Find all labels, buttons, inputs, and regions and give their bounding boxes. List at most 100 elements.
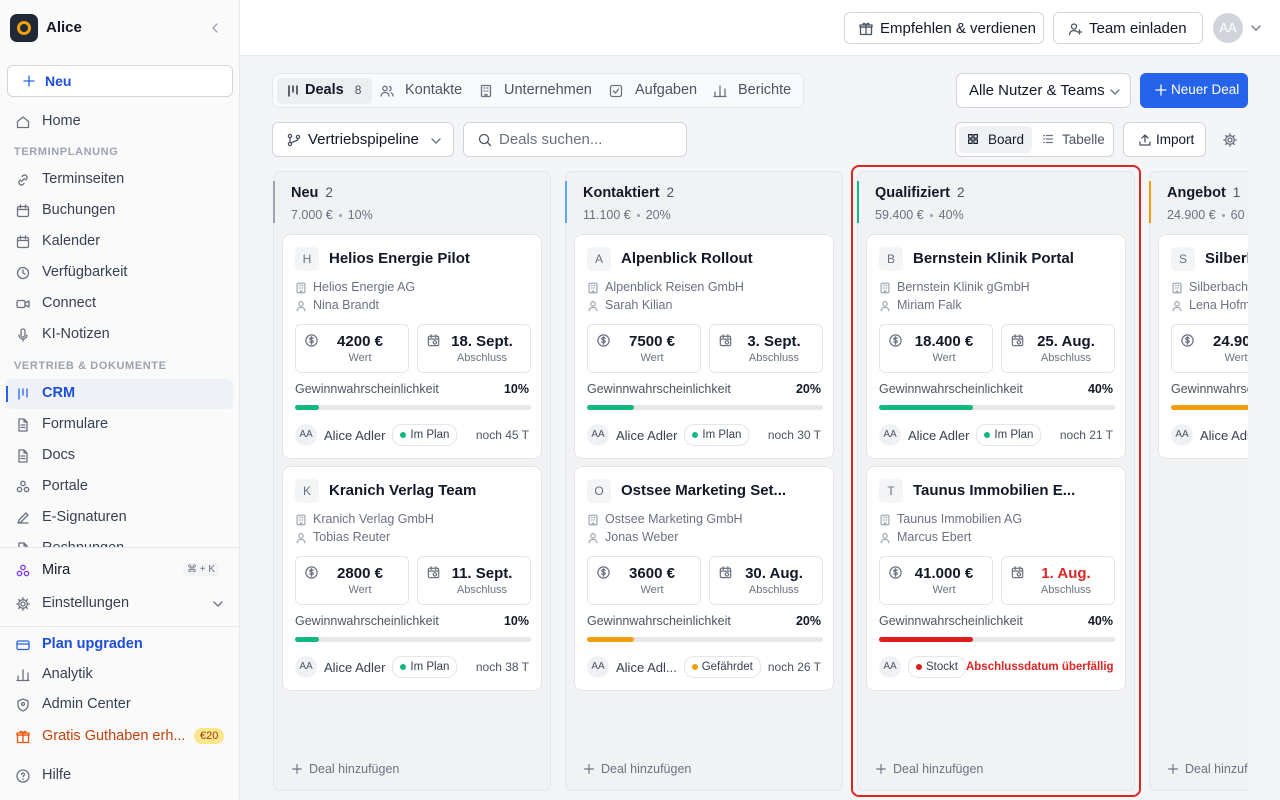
deal-card[interactable]: H Helios Energie Pilot Helios Energie AG Ni… — [282, 234, 542, 459]
top-invite-button[interactable]: Team einladen — [1053, 12, 1203, 44]
tab[interactable]: Unternehmen — [504, 82, 592, 98]
deal-stat-value: 24.900 — [1213, 333, 1248, 350]
icon — [426, 565, 441, 580]
owner-name: Alice Adl — [1200, 427, 1248, 443]
owner-name: Alice Adl... — [616, 659, 677, 675]
footer-left: AA Alice Adler Im Plan — [295, 656, 458, 678]
deal-stat-label: Abschluss — [748, 352, 800, 364]
nav-item[interactable]: Analytik — [6, 660, 233, 690]
deal-stat-value: 7500 € — [629, 333, 675, 350]
search-input[interactable]: Deals suchen... — [463, 122, 687, 157]
column-title: Qualifiziert 2 — [875, 185, 964, 201]
nav-item[interactable]: Formulare — [6, 410, 233, 440]
deal-stat: 30. Aug. Abschluss — [709, 556, 823, 605]
add-deal[interactable]: Deal hinzufügen — [580, 758, 830, 780]
deal-company: Kranich Verlag GmbH — [313, 512, 434, 526]
deal-title: Silberb — [1205, 250, 1248, 267]
nav-item[interactable]: Plan upgraden — [6, 630, 233, 660]
nav-item-label: Einstellungen — [42, 595, 130, 611]
owner-avatar: AA — [1171, 424, 1193, 446]
icon — [15, 541, 31, 547]
deal-stat: 18. Sept. Abschluss — [417, 324, 531, 373]
deal-card[interactable]: A Alpenblick Rollout Alpenblick Reisen Gmb… — [574, 234, 834, 459]
separator-dot — [929, 214, 933, 218]
icon — [15, 697, 31, 713]
deal-stat: 3600 € Wert — [587, 556, 701, 605]
nav-item[interactable]: Buchungen — [6, 196, 233, 226]
deal-card[interactable]: K Kranich Verlag Team Kranich Verlag GmbH T… — [282, 466, 542, 691]
deal-stat: 25. Aug. Abschluss — [1001, 324, 1115, 373]
deal-stat-label: Abschluss — [1040, 584, 1092, 596]
nav-item[interactable]: Portale — [6, 472, 233, 502]
top-refer-button[interactable]: Empfehlen & verdienen — [844, 12, 1044, 44]
owner-select[interactable]: Alle Nutzer & Teams — [956, 73, 1131, 108]
nav-item[interactable]: Docs — [6, 441, 233, 471]
nav-item[interactable]: Connect — [6, 289, 233, 319]
icon — [586, 281, 600, 295]
tab[interactable]: Kontakte — [405, 82, 462, 98]
icon — [582, 762, 596, 776]
tab[interactable]: Aufgaben — [635, 82, 697, 98]
nav-item[interactable]: Verfügbarkeit — [6, 258, 233, 288]
add-deal[interactable]: Deal hinzufügen — [1164, 758, 1248, 780]
tab[interactable]: Deals 8 — [305, 82, 361, 98]
pipeline-select[interactable]: Vertriebspipeline — [272, 122, 454, 157]
deal-footer: AA Alice Adler Im Plan noch 21 T — [879, 423, 1113, 447]
deal-card[interactable]: O Ostsee Marketing Set... Ostsee Marketing… — [574, 466, 834, 691]
nav-item[interactable]: KI-Notizen — [6, 320, 233, 350]
add-deal-label: Deal hinzufügen — [1185, 762, 1248, 776]
tab[interactable]: Berichte — [738, 82, 791, 98]
column-accent — [273, 181, 275, 223]
new-deal-button[interactable]: Neuer Deal — [1140, 73, 1248, 108]
icon — [1067, 21, 1083, 37]
nav-item[interactable]: Gratis Guthaben erh... €20 — [6, 722, 233, 752]
deal-card[interactable]: S Silberb Silberbach Lena Hofm 24.900 Wert Gew… — [1158, 234, 1248, 459]
owner-avatar: AA — [295, 424, 317, 446]
separator-dot — [636, 214, 640, 218]
deal-stat: 1. Aug. Abschluss — [1001, 556, 1115, 605]
nav-item[interactable]: E-Signaturen — [6, 503, 233, 533]
owner-name: Alice Adler — [324, 427, 386, 443]
icon — [586, 299, 600, 313]
deal-company: Ostsee Marketing GmbH — [605, 512, 743, 526]
import-button[interactable]: Import — [1123, 122, 1206, 157]
owner-avatar: AA — [295, 656, 317, 678]
view-option[interactable]: Board — [988, 132, 1025, 147]
column-summary: 7.000 € 10% — [291, 208, 373, 222]
probability-label: Gewinnwahrscheinlichkeit — [1171, 382, 1248, 396]
new-button[interactable]: Neu — [7, 65, 233, 97]
nav-section-heading: TERMINPLANUNG — [14, 146, 119, 158]
view-option[interactable]: Tabelle — [1062, 132, 1105, 147]
nav-item[interactable]: Admin Center — [6, 690, 233, 720]
nav-item[interactable]: CRM — [6, 379, 233, 409]
nav-item[interactable]: Kalender — [6, 227, 233, 257]
icon — [15, 327, 31, 343]
status-dot — [692, 432, 699, 438]
nav-item[interactable]: Home — [6, 107, 233, 137]
nav-item-label: Rechnungen — [42, 540, 124, 547]
user-avatar[interactable]: AA — [1213, 13, 1243, 43]
nav-item[interactable]: Hilfe — [6, 761, 233, 791]
deal-card[interactable]: T Taunus Immobilien E... Taunus Immobilien… — [866, 466, 1126, 691]
probability-track — [879, 637, 1115, 642]
icon — [15, 386, 31, 402]
add-deal[interactable]: Deal hinzufügen — [872, 758, 1122, 780]
icon — [15, 172, 31, 188]
nav-item[interactable]: Terminseiten — [6, 165, 233, 195]
divider — [0, 547, 239, 548]
deal-initial: T — [879, 479, 903, 503]
nav-item[interactable]: Einstellungen — [6, 589, 233, 619]
icon — [15, 768, 31, 784]
pipeline-column: Kontaktiert 2 11.100 € 20% A Alpenblick Rollo… — [565, 171, 843, 791]
nav-item-label: CRM — [42, 385, 76, 401]
remaining-time: noch 26 T — [767, 660, 821, 674]
icon — [15, 667, 31, 683]
nav-item[interactable]: Mira ⌘ + K — [6, 556, 233, 586]
remaining-time: noch 38 T — [475, 660, 529, 674]
highlight-frame — [851, 165, 1141, 797]
add-deal[interactable]: Deal hinzufügen — [288, 758, 538, 780]
nav-item[interactable]: Rechnungen — [6, 534, 233, 547]
probability-bar — [879, 637, 974, 642]
deal-title: Taunus Immobilien E... — [913, 482, 1076, 499]
deal-card[interactable]: B Bernstein Klinik Portal Bernstein Klinik… — [866, 234, 1126, 459]
